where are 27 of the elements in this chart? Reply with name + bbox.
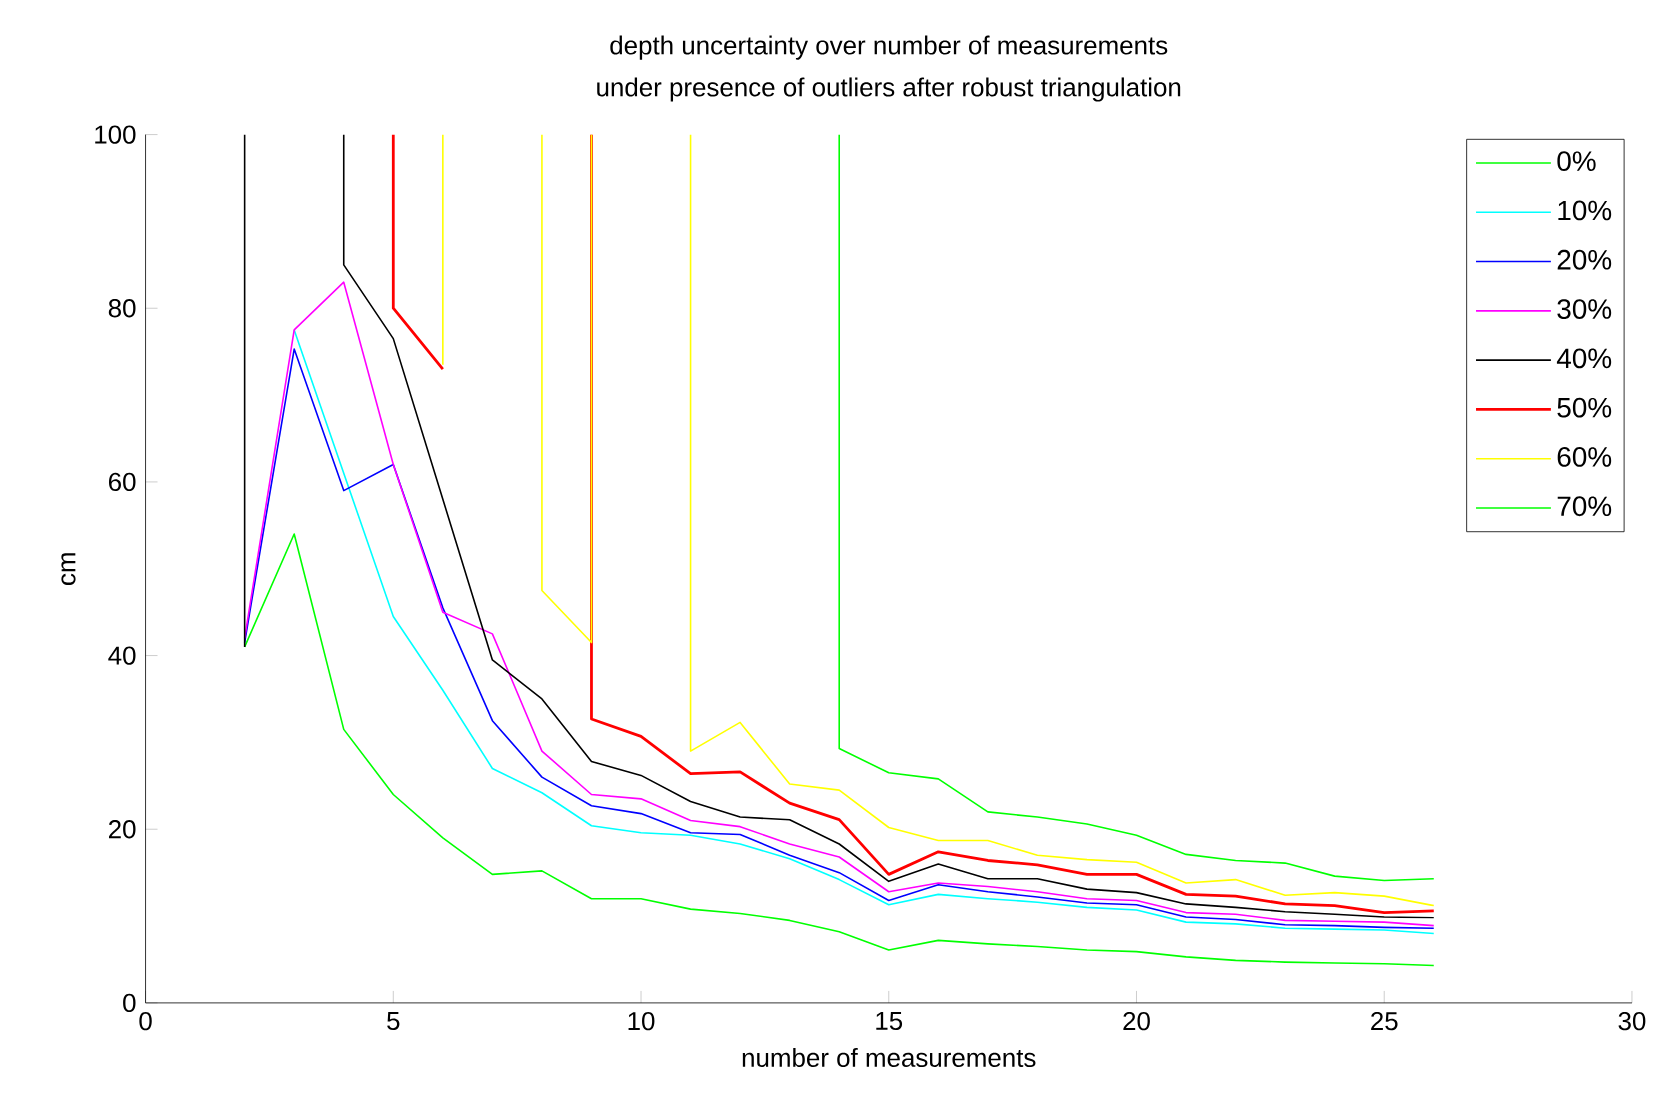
legend-label: 50%	[1557, 397, 1612, 418]
y-axis-title: cm	[61, 553, 76, 586]
chart-title: depth uncertainty over number of measurements	[610, 35, 1168, 60]
x-axis-title: number of measurements	[742, 1048, 1036, 1068]
legend-label: 20%	[1557, 250, 1612, 270]
x-tick-label: 15	[876, 1012, 903, 1031]
x-tick-label: 25	[1371, 1012, 1398, 1031]
x-tick-label: 30	[1618, 1012, 1646, 1031]
legend-label: 0%	[1557, 151, 1596, 172]
legend-label: 70%	[1557, 496, 1612, 517]
y-tick-label: 60	[109, 472, 136, 492]
chart-subtitle: under presence of outliers after robust triangulation	[597, 77, 1181, 102]
y-tick-label: 20	[109, 820, 136, 839]
legend-label: 60%	[1557, 447, 1612, 468]
legend-label: 10%	[1558, 200, 1612, 221]
x-tick-label: 0	[139, 1012, 152, 1031]
y-tick-label: 0	[123, 993, 136, 1013]
legend-label: 40%	[1556, 348, 1612, 369]
y-tick-label: 40	[108, 646, 136, 665]
y-tick-label: 80	[108, 299, 136, 318]
y-tick-label: 100	[95, 125, 136, 144]
line-series	[838, 134, 1435, 882]
legend-label: 30%	[1557, 299, 1612, 320]
x-tick-label: 20	[1123, 1012, 1150, 1031]
x-tick-label: 5	[387, 1012, 400, 1031]
x-tick-label: 10	[628, 1012, 655, 1031]
line-series	[243, 533, 1435, 967]
